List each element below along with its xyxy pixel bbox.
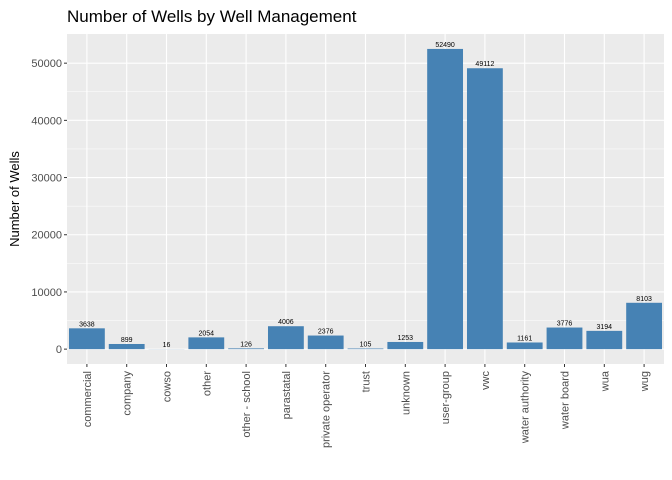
bar-wua (586, 330, 623, 350)
x-tick-label: other - school (241, 371, 253, 438)
data-label: 2376 (318, 329, 334, 336)
x-tick-label: unknown (400, 371, 412, 415)
bar-other (188, 337, 225, 350)
x-tick-label: parastatal (281, 371, 293, 419)
bar-water-board (546, 327, 583, 350)
bar-trust (347, 348, 384, 350)
data-label: 4006 (278, 319, 294, 326)
x-tick-label: water board (560, 371, 572, 430)
chart-title: Number of Wells by Well Management (67, 7, 357, 26)
bar-water-authority (506, 342, 543, 350)
x-tick-label: water authority (520, 371, 532, 445)
x-tick-label: private operator (321, 371, 333, 448)
bar-parastatal (267, 326, 304, 350)
x-tick-label: cowso (162, 371, 174, 402)
y-tick-label: 20000 (31, 230, 62, 242)
data-label: 8103 (636, 296, 652, 303)
x-axis: commercial company cowso other other - schoo… (82, 364, 651, 448)
data-label: 49112 (475, 61, 494, 68)
bar-other-school (228, 348, 265, 350)
data-label: 3194 (597, 324, 613, 331)
y-tick-label: 0 (56, 344, 62, 356)
y-axis-label: Number of Wells (7, 151, 22, 247)
data-label: 16 (163, 342, 171, 349)
x-tick-label: wug (639, 371, 651, 392)
x-tick-label: vwc (480, 371, 492, 390)
y-tick-label: 10000 (31, 287, 62, 299)
y-tick-label: 30000 (31, 173, 62, 185)
x-tick-label: company (122, 371, 134, 416)
bar-vwc (466, 68, 503, 350)
data-label: 105 (360, 342, 372, 349)
x-tick-label: user-group (440, 371, 452, 424)
bar-company (108, 343, 145, 350)
data-label: 52490 (435, 42, 455, 49)
data-label: 3638 (79, 321, 95, 328)
y-axis: 0 10000 20000 30000 40000 50000 (31, 58, 67, 356)
data-label: 2054 (199, 330, 215, 337)
x-tick-label: wua (599, 370, 611, 392)
x-tick-label: trust (361, 371, 373, 392)
data-label: 3776 (557, 321, 573, 328)
bar-commercial (68, 328, 105, 350)
data-label: 1253 (398, 335, 414, 342)
bar-unknown (387, 341, 424, 350)
data-label: 899 (121, 337, 133, 344)
bar-user-group (427, 48, 464, 350)
data-label: 1161 (517, 335, 532, 342)
bars: 3638 899 16 2054 126 4006 2376 105 1253 52490 4911… (68, 42, 663, 350)
bar-private-operator (307, 335, 344, 350)
bar-wug (626, 302, 663, 350)
y-tick-label: 50000 (31, 58, 62, 70)
x-tick-label: other (201, 371, 213, 396)
x-tick-label: commercial (82, 371, 94, 427)
data-label: 126 (240, 341, 252, 348)
y-tick-label: 40000 (31, 115, 62, 127)
